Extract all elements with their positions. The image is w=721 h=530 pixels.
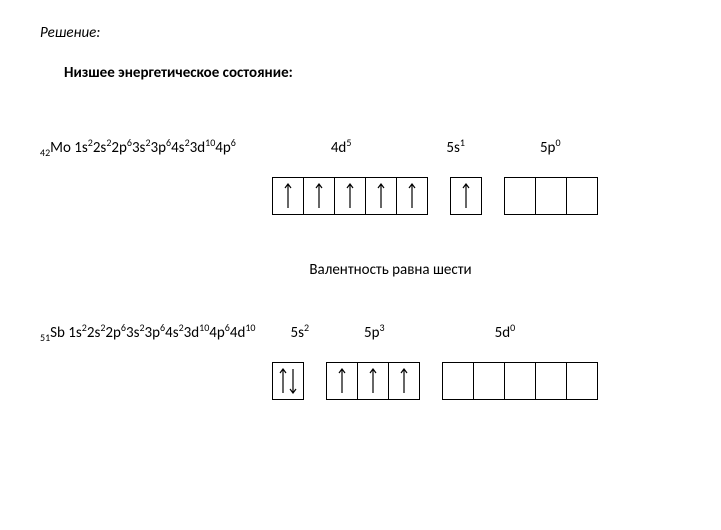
config-row: 51Sb 1s22s22p63s23p64s23d104p64d10 5s2 5p3… <box>40 321 681 344</box>
orbital-cell <box>566 177 598 215</box>
orbital-cell <box>388 362 420 400</box>
orbital-cell <box>442 362 474 400</box>
orbital-cell <box>504 177 536 215</box>
orbital-cell <box>326 362 358 400</box>
orbital-cell <box>357 362 389 400</box>
orbital-cell <box>504 362 536 400</box>
orbital-cell <box>365 177 397 215</box>
subheading-state: Низшее энергетическое состояние: <box>64 64 681 82</box>
electron-config: 51Sb 1s22s22p63s23p64s23d104p64d10 <box>40 321 255 344</box>
orbital-cell <box>272 177 304 215</box>
orbital-block <box>442 362 598 400</box>
content-area: 42Mo 1s22s22p63s23p64s23d104p6 4d5 5s1 5p0 В… <box>40 136 681 400</box>
orbital-cell <box>272 362 304 400</box>
orbital-label: 4d5 <box>331 136 352 157</box>
config-row: 42Mo 1s22s22p63s23p64s23d104p6 4d5 5s1 5p0 <box>40 136 681 159</box>
orbital-cell <box>396 177 428 215</box>
orbital-cell <box>473 362 505 400</box>
orbital-label: 5s2 <box>290 321 309 342</box>
orbital-label: 5p0 <box>540 136 561 157</box>
orbital-cell <box>535 362 567 400</box>
electron-config: 42Mo 1s22s22p63s23p64s23d104p6 <box>40 136 236 159</box>
orbital-block <box>272 362 304 400</box>
orbital-block <box>272 177 428 215</box>
valence-note: Валентность равна шести <box>100 261 681 279</box>
orbital-cell <box>303 177 335 215</box>
orbital-diagram <box>272 177 681 215</box>
orbital-cell <box>566 362 598 400</box>
orbital-diagram <box>272 362 681 400</box>
orbital-cell <box>535 177 567 215</box>
orbital-label: 5d0 <box>495 321 516 342</box>
orbital-block <box>504 177 598 215</box>
orbital-cell <box>334 177 366 215</box>
orbital-label: 5p3 <box>364 321 385 342</box>
orbital-block <box>326 362 420 400</box>
orbital-label: 5s1 <box>446 136 465 157</box>
heading-solution: Решение: <box>40 24 681 42</box>
orbital-cell <box>450 177 482 215</box>
orbital-block <box>450 177 482 215</box>
